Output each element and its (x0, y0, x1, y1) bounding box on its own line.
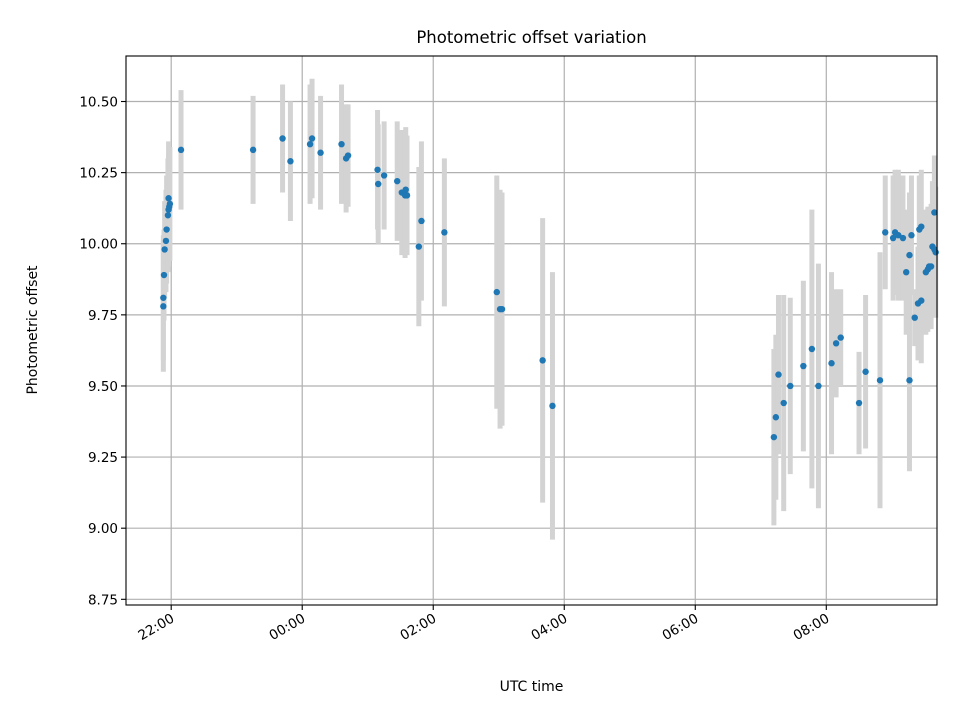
data-point (402, 186, 409, 193)
data-point (394, 177, 401, 185)
plot-frame (125, 55, 938, 606)
data-point (539, 357, 546, 364)
y-tick-label: 10.50 (79, 95, 118, 111)
data-point (165, 195, 172, 202)
data-point (549, 402, 556, 410)
data-point (855, 399, 863, 407)
data-point (832, 340, 840, 347)
y-tick-label: 9.50 (88, 379, 118, 395)
data-point (895, 232, 902, 239)
data-point (344, 152, 352, 159)
data-point (249, 146, 257, 154)
y-axis-label: Photometric offset (25, 265, 41, 395)
data-point (772, 414, 780, 421)
data-point (375, 180, 382, 188)
data-point (837, 334, 844, 341)
data-point (899, 234, 907, 242)
data-point (906, 377, 913, 384)
y-tick-label: 9.75 (88, 308, 118, 324)
data-point (780, 399, 787, 407)
data-point (163, 226, 170, 233)
data-point (498, 305, 506, 313)
data-point (160, 294, 167, 301)
data-point (160, 271, 168, 279)
data-point (918, 223, 925, 230)
data-point (306, 140, 314, 148)
data-point (287, 158, 294, 165)
data-point (317, 149, 324, 156)
data-point (808, 345, 816, 353)
data-point (787, 382, 794, 390)
data-point (906, 251, 913, 259)
y-tick-label: 10.00 (79, 237, 118, 253)
data-point (164, 212, 172, 219)
data-point (800, 362, 807, 370)
chart-title: Photometric offset variation (416, 28, 646, 47)
data-point (932, 249, 939, 256)
data-point (418, 217, 425, 225)
data-point (815, 382, 822, 390)
data-point (889, 234, 897, 242)
data-point (882, 229, 889, 236)
data-point (903, 268, 910, 276)
data-point (493, 288, 500, 296)
data-point (338, 140, 345, 148)
data-point (908, 232, 915, 239)
data-point (177, 146, 185, 154)
data-point (876, 377, 884, 384)
data-point (862, 368, 869, 375)
data-point (775, 371, 782, 378)
data-point (160, 303, 167, 310)
data-point (828, 360, 835, 367)
data-point (918, 297, 925, 304)
data-point (380, 172, 388, 179)
data-points (160, 135, 939, 441)
data-point (911, 314, 918, 321)
x-axis-label: UTC time (500, 679, 564, 695)
data-point (166, 200, 174, 208)
data-point (279, 135, 286, 142)
y-tick-label: 9.00 (88, 521, 118, 537)
data-point (308, 135, 316, 142)
data-point (374, 166, 381, 173)
y-tick-label: 8.75 (88, 592, 118, 608)
data-point (931, 209, 938, 216)
data-point (161, 246, 168, 253)
data-point (415, 243, 423, 250)
data-point (927, 263, 935, 270)
data-point (403, 192, 411, 199)
data-point (441, 229, 448, 236)
data-point (770, 433, 778, 441)
y-tick-label: 10.25 (79, 166, 118, 182)
data-point (162, 237, 170, 245)
y-tick-label: 9.25 (88, 450, 118, 466)
